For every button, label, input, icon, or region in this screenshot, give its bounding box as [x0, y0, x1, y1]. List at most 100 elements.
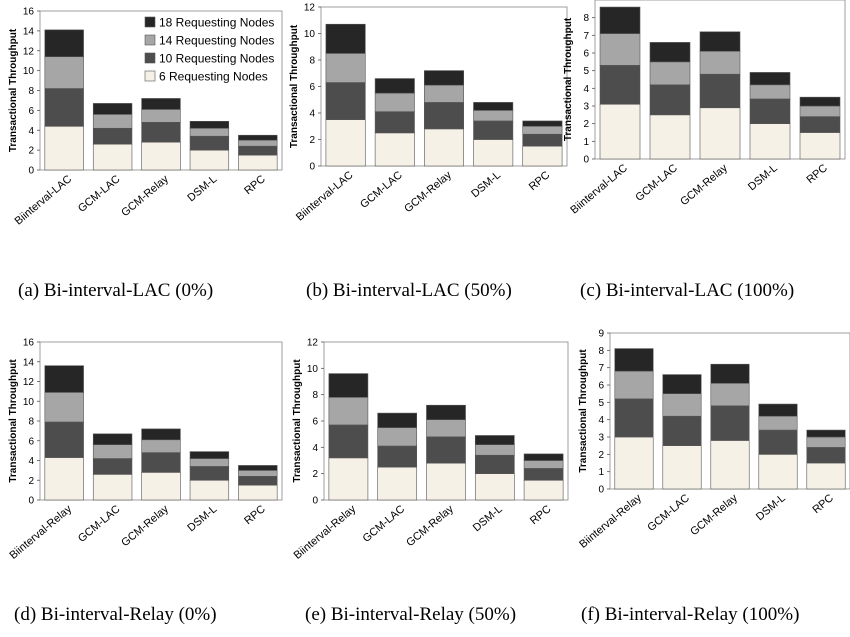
legend-swatch: [144, 16, 156, 28]
bar-segment: [141, 98, 181, 110]
y-tick-label: 4: [598, 415, 604, 426]
chart-svg-f: 0 1 2 3 4 5 6 7 8 9 Transactional Throughput Biinte…: [577, 329, 850, 551]
bar-segment: [710, 440, 750, 490]
bar-segment: [44, 88, 84, 127]
bar-segment: [92, 143, 133, 171]
caption-d: (d) Bi-interval-Relay (0%): [14, 604, 217, 625]
bar-segment: [44, 457, 84, 501]
bar-segment: [473, 120, 514, 140]
bar-segment: [522, 125, 563, 135]
y-tick-label: 6: [598, 381, 604, 392]
y-tick-label: 10: [307, 364, 319, 375]
bar-segment: [92, 114, 133, 129]
bar-segment: [189, 135, 230, 151]
y-tick-label: 6: [312, 417, 318, 428]
bar-segment: [799, 96, 841, 107]
bar-segment: [473, 139, 514, 167]
bar-segment: [92, 458, 133, 475]
bar-segment: [473, 102, 514, 111]
legend-label: 18 Requesting Nodes: [159, 16, 274, 30]
y-tick-label: 6: [28, 106, 34, 117]
bar-segment: [189, 121, 230, 129]
y-tick-label: 16: [23, 7, 35, 18]
category-label: RPC: [242, 503, 268, 527]
bar-segment: [374, 92, 415, 112]
y-tick-label: 4: [583, 84, 589, 95]
legend-label: 6 Requesting Nodes: [159, 70, 268, 84]
bar-segment: [599, 65, 641, 105]
bar-segment: [662, 445, 702, 490]
y-tick-label: 6: [583, 49, 589, 60]
bar-segment: [325, 119, 366, 167]
bar-segment: [141, 428, 181, 441]
bar-segment: [377, 445, 418, 468]
bar-segment: [44, 421, 84, 458]
bar-segment: [522, 145, 563, 167]
legend-label: 10 Requesting Nodes: [159, 52, 274, 66]
bar-segment: [614, 348, 654, 372]
bar-segment: [189, 479, 230, 501]
y-tick-label: 1: [583, 137, 589, 148]
category-label: Biinterval-Relay: [577, 492, 644, 551]
y-tick-label: 12: [304, 3, 316, 14]
bar-segment: [710, 405, 750, 441]
bar-segment: [799, 132, 841, 160]
y-tick-label: 2: [309, 135, 315, 146]
bar-segment: [238, 470, 278, 477]
bar-segment: [758, 429, 798, 455]
caption-c: (c) Bi-interval-LAC (100%): [580, 280, 795, 301]
bar-segment: [426, 419, 466, 438]
bar-segment: [328, 373, 369, 398]
bar-segment: [614, 436, 654, 490]
bar-segment: [426, 436, 466, 464]
bar-segment: [749, 84, 791, 100]
bar-segment: [92, 103, 133, 115]
y-tick-label: 12: [23, 46, 35, 57]
category-label: DSM-L: [754, 492, 788, 523]
category-label: RPC: [242, 173, 268, 197]
category-label: GCM-LAC: [361, 503, 408, 545]
bar-segment: [374, 111, 415, 134]
y-tick-label: 0: [28, 166, 34, 177]
category-label: Biinterval-Relay: [292, 503, 359, 562]
bar-segment: [599, 6, 641, 34]
category-label: GCM-LAC: [358, 169, 405, 211]
bar-segment: [424, 128, 464, 167]
bar-segment: [374, 132, 415, 167]
chart-svg-e: 0 2 4 6 8 10 12 Transactional Throughput Biinter…: [292, 338, 569, 562]
chart-svg-d: 0 2 4 6 8 10 12 14 16 Transactional Throughput Bii…: [7, 338, 283, 562]
bar-segment: [806, 447, 846, 464]
bar-segment: [325, 53, 366, 83]
bar-segment: [758, 454, 798, 490]
chart-panel-d: 0 2 4 6 8 10 12 14 16 Transactional Throughput Bii…: [0, 330, 290, 575]
caption-e: (e) Bi-interval-Relay (50%): [305, 604, 517, 625]
bar-segment: [710, 363, 750, 384]
bar-segment: [749, 72, 791, 86]
bar-segment: [238, 139, 278, 147]
bar-segment: [141, 109, 181, 123]
y-tick-label: 10: [304, 29, 316, 40]
bar-segment: [92, 127, 133, 145]
caption-f: (f) Bi-interval-Relay (100%): [581, 604, 800, 625]
category-label: GCM-Relay: [402, 169, 454, 215]
bar-segment: [325, 82, 366, 120]
y-tick-label: 2: [28, 476, 34, 487]
bar-segment: [649, 84, 691, 116]
bar-segment: [474, 473, 515, 501]
y-tick-label: 6: [309, 82, 315, 93]
category-label: Biinterval-LAC: [294, 169, 356, 223]
bar-segment: [238, 154, 278, 171]
bar-segment: [238, 476, 278, 486]
category-label: RPC: [528, 503, 554, 527]
bar-segment: [614, 398, 654, 438]
category-label: GCM-Relay: [678, 162, 730, 208]
y-tick-label: 1: [598, 467, 604, 478]
category-label: Biinterval-LAC: [13, 173, 75, 227]
bar-segment: [699, 107, 741, 160]
bar-segment: [92, 474, 133, 501]
chart-svg-b: 0 2 4 6 8 10 12 Transactional Throughput Biinter…: [289, 3, 568, 223]
y-tick-label: 4: [28, 126, 34, 137]
bar-segment: [189, 458, 230, 467]
bar-segment: [614, 370, 654, 400]
bar-segment: [749, 123, 791, 160]
